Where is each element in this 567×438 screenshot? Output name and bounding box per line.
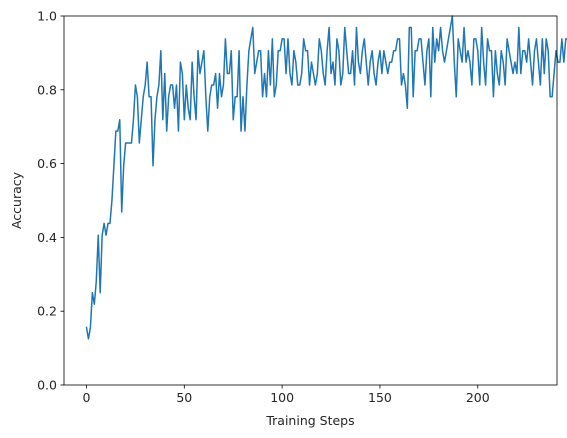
plot-area [85, 15, 567, 340]
axes-frame [63, 15, 558, 386]
x-tick-label: 50 [176, 390, 192, 405]
x-axis-label: Training Steps [265, 413, 354, 428]
x-tick-label: 150 [368, 390, 392, 405]
y-axis-label: Accuracy [9, 171, 24, 229]
x-tick-label: 0 [83, 390, 91, 405]
x-tick-label: 100 [270, 390, 294, 405]
y-tick-label: 0.0 [37, 378, 57, 393]
y-tick-label: 0.4 [37, 230, 57, 245]
y-axis-ticks: 0.0 0.2 0.4 0.6 0.8 1.0 [37, 9, 64, 393]
y-tick-label: 0.6 [37, 156, 57, 171]
y-tick-label: 0.2 [37, 304, 57, 319]
x-tick-label: 200 [466, 390, 490, 405]
x-axis-ticks: 0 50 100 150 200 [83, 385, 490, 405]
y-tick-label: 1.0 [37, 9, 57, 24]
y-tick-label: 0.8 [37, 82, 57, 97]
series-line-0 [85, 15, 567, 340]
